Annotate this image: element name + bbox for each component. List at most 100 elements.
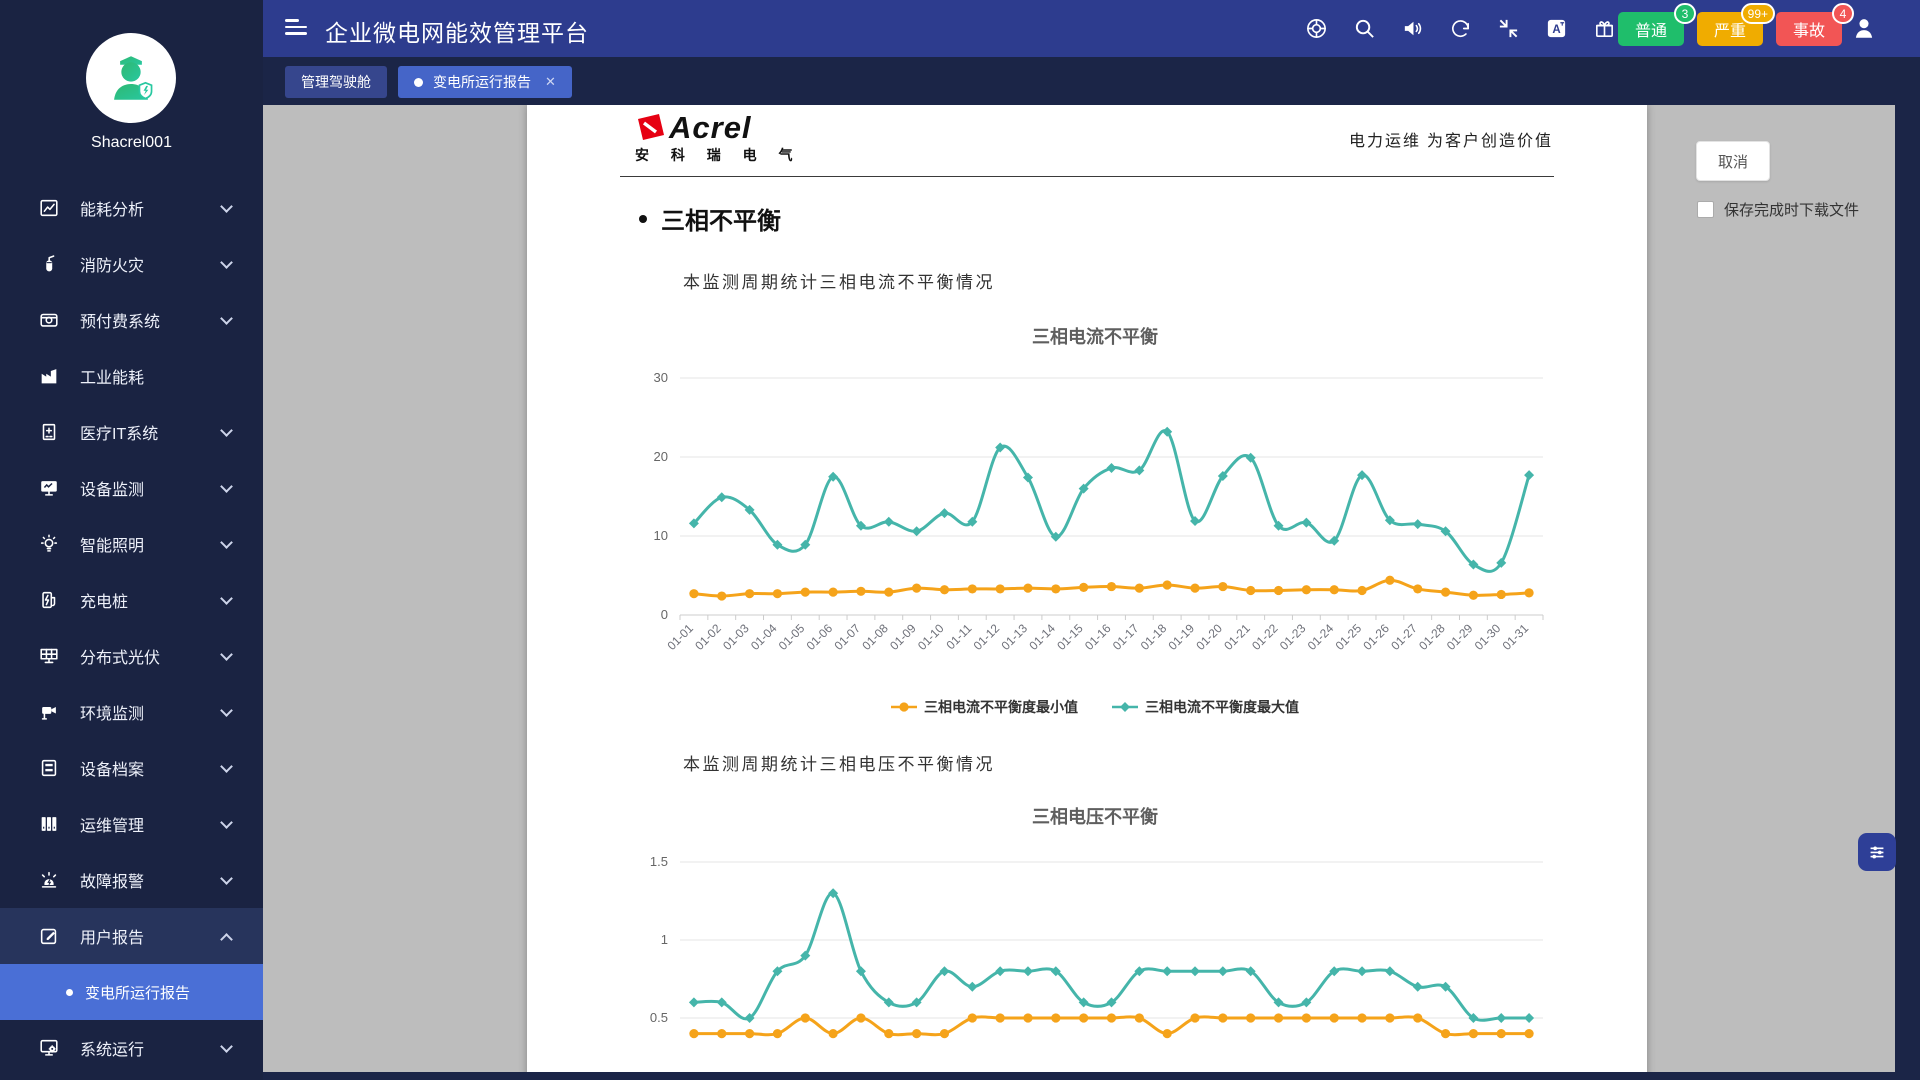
- sidebar-item-industry[interactable]: 工业能耗: [0, 348, 263, 404]
- sidebar-item-label: 环境监测: [80, 706, 145, 723]
- brand-name: Acrel: [669, 110, 752, 145]
- system-icon: [38, 1037, 60, 1059]
- svg-text:01-15: 01-15: [1054, 621, 1086, 653]
- sidebar-item-medical[interactable]: 医疗IT系统: [0, 404, 263, 460]
- report-document: Acrel 安 科 瑞 电 气 电力运维 为客户创造价值 三相不平衡 本监测周期…: [527, 105, 1647, 1080]
- fire-icon: [38, 253, 60, 275]
- user-icon[interactable]: [1851, 15, 1877, 41]
- sidebar-item-label: 系统运行: [80, 1042, 145, 1059]
- alarm-badge[interactable]: 严重 99+: [1697, 3, 1775, 46]
- tab-dashboard[interactable]: 管理驾驶舱: [285, 66, 387, 98]
- gift-icon[interactable]: [1593, 17, 1616, 40]
- svg-text:01-01: 01-01: [664, 621, 696, 653]
- refresh-icon[interactable]: [1449, 17, 1472, 40]
- brand-slogan: 电力运维 为客户创造价值: [1348, 133, 1553, 150]
- legend-marker-icon: [891, 702, 917, 712]
- archive-icon: [38, 757, 60, 779]
- svg-text:A: A: [1552, 24, 1560, 36]
- content-area: Acrel 安 科 瑞 电 气 电力运维 为客户创造价值 三相不平衡 本监测周期…: [263, 105, 1920, 1080]
- chevron-down-icon: [220, 703, 233, 717]
- alarm-badge[interactable]: 事故 4: [1776, 3, 1854, 46]
- svg-text:01-19: 01-19: [1166, 621, 1198, 653]
- chart-current-unbalance: 0 10 20 30 01-01 01-02 01-03 01-04 01-05 01-06 01-…: [637, 355, 1553, 695]
- sidebar-item-label: 智能照明: [80, 538, 145, 555]
- legend-item[interactable]: 三相电流不平衡度最大值: [1112, 697, 1299, 717]
- section-heading-text: 三相不平衡: [661, 209, 781, 235]
- chevron-down-icon: [220, 423, 233, 437]
- active-tab-dot: [414, 77, 423, 87]
- industry-icon: [38, 365, 60, 387]
- sidebar-item-lighting[interactable]: 智能照明: [0, 516, 263, 572]
- tab-close-icon[interactable]: ✕: [545, 74, 556, 89]
- svg-text:1.5: 1.5: [650, 854, 668, 869]
- monitor-icon: [38, 477, 60, 499]
- svg-text:30: 30: [654, 370, 668, 385]
- sidebar-item-report[interactable]: 用户报告: [0, 908, 263, 964]
- sidebar-item-alarm[interactable]: 故障报警: [0, 852, 263, 908]
- legend-label: 三相电流不平衡度最小值: [924, 699, 1078, 715]
- sidebar-item-label: 故障报警: [80, 874, 145, 891]
- sidebar-item-prepaid[interactable]: 预付费系统: [0, 292, 263, 348]
- svg-text:01-18: 01-18: [1138, 621, 1170, 653]
- sliders-icon: [1870, 846, 1884, 859]
- header-divider: [620, 176, 1554, 177]
- sidebar-item-energy[interactable]: 能耗分析: [0, 180, 263, 236]
- username: Shacrel001: [91, 134, 172, 151]
- svg-text:01-21: 01-21: [1221, 621, 1253, 653]
- sidebar-item-label: 设备监测: [80, 482, 145, 499]
- sidebar-item-archive[interactable]: 设备档案: [0, 740, 263, 796]
- menu-collapse-icon[interactable]: [285, 19, 307, 37]
- badge-count: 99+: [1740, 3, 1775, 24]
- sidebar-item-charging[interactable]: 充电桩: [0, 572, 263, 628]
- sidebar-item-fire[interactable]: 消防火灾: [0, 236, 263, 292]
- bullet-dot: [639, 214, 647, 223]
- shrink-icon[interactable]: [1497, 17, 1520, 40]
- sidebar-item-monitor[interactable]: 设备监测: [0, 460, 263, 516]
- alarm-badges: 普通 3 严重 99+ 事故 4: [1618, 3, 1854, 46]
- chevron-down-icon: [220, 199, 233, 213]
- chevron-down-icon: [220, 1039, 233, 1053]
- chevron-down-icon: [220, 759, 233, 773]
- volume-icon[interactable]: [1401, 17, 1424, 40]
- help-icon[interactable]: [1305, 17, 1328, 40]
- svg-text:01-28: 01-28: [1416, 621, 1448, 653]
- bottom-scroll-strip[interactable]: [263, 1072, 1920, 1080]
- svg-text:01-02: 01-02: [692, 621, 724, 653]
- search-icon[interactable]: [1353, 17, 1376, 40]
- tab-bar: 管理驾驶舱 变电所运行报告 ✕: [263, 57, 1920, 105]
- avatar[interactable]: [86, 33, 176, 123]
- cancel-button[interactable]: 取消: [1696, 141, 1770, 181]
- engineer-avatar-icon: [114, 56, 153, 100]
- settings-fab-button[interactable]: [1858, 833, 1896, 871]
- sidebar-item-ops[interactable]: 运维管理: [0, 796, 263, 852]
- legend-marker-icon: [1112, 702, 1138, 712]
- svg-text:10: 10: [654, 528, 668, 543]
- svg-text:0: 0: [661, 607, 668, 622]
- prepaid-icon: [38, 309, 60, 331]
- alarm-badge[interactable]: 普通 3: [1618, 3, 1696, 46]
- brand-logo: Acrel 安 科 瑞 电 气: [635, 111, 802, 165]
- svg-text:1: 1: [661, 932, 668, 947]
- svg-text:01-29: 01-29: [1444, 621, 1476, 653]
- legend-item[interactable]: 三相电流不平衡度最小值: [891, 697, 1078, 717]
- badge-label: 严重: [1713, 23, 1746, 40]
- section-heading: 三相不平衡: [639, 201, 781, 236]
- sidebar-item-system[interactable]: 系统运行: [0, 1020, 263, 1076]
- chevron-down-icon: [220, 815, 233, 829]
- sidebar-subitem-substation-report[interactable]: 变电所运行报告: [0, 964, 263, 1020]
- sidebar-item-label: 消防火灾: [80, 258, 145, 275]
- chart1-legend: 三相电流不平衡度最小值 三相电流不平衡度最大值: [637, 697, 1553, 717]
- svg-text:01-05: 01-05: [776, 621, 808, 653]
- svg-text:01-16: 01-16: [1082, 621, 1114, 653]
- chevron-down-icon: [220, 871, 233, 885]
- badge-label: 事故: [1792, 23, 1825, 40]
- tab-substation-report[interactable]: 变电所运行报告 ✕: [398, 66, 572, 98]
- download-checkbox[interactable]: [1697, 201, 1714, 218]
- sidebar-item-environment[interactable]: 环境监测: [0, 684, 263, 740]
- svg-text:01-14: 01-14: [1026, 621, 1058, 653]
- translate-icon[interactable]: A: [1545, 17, 1568, 40]
- header-actions: A: [1305, 17, 1616, 40]
- sidebar-item-pv[interactable]: 分布式光伏: [0, 628, 263, 684]
- download-option[interactable]: 保存完成时下载文件: [1697, 199, 1859, 220]
- alarm-icon: [38, 869, 60, 891]
